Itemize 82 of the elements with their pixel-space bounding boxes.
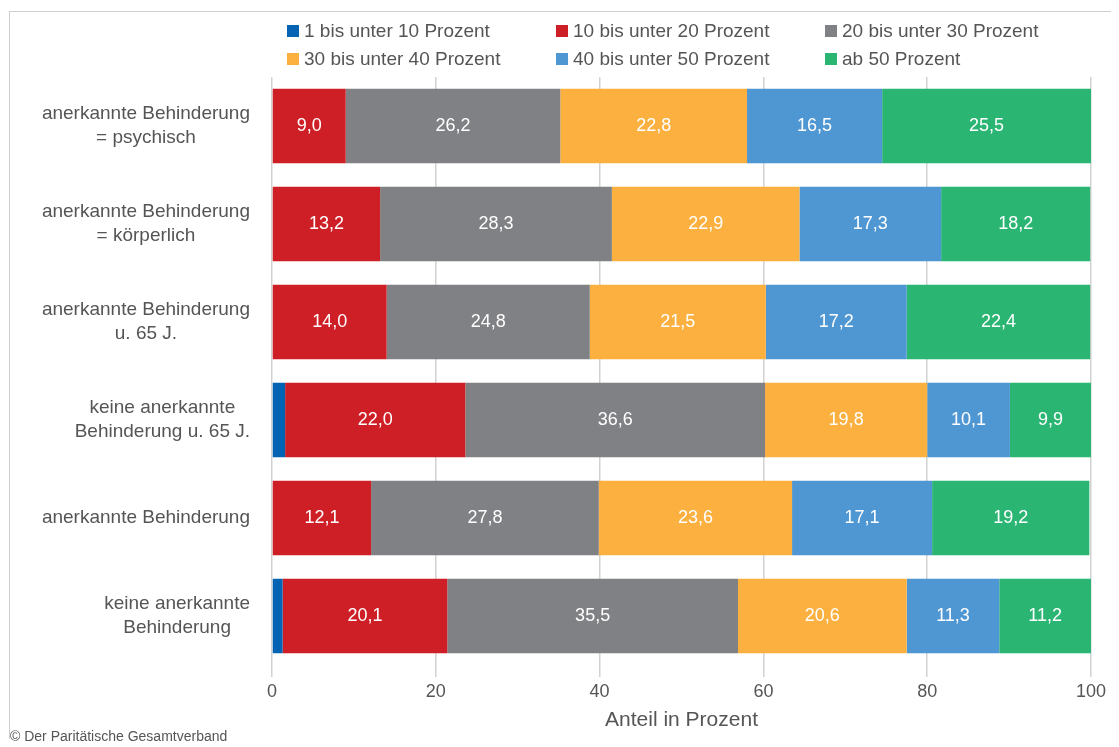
bar: [882, 88, 1091, 164]
x-tick-label: 80: [917, 680, 938, 701]
text: © Der Paritätische Gesamtverband: [10, 727, 228, 745]
bar: [932, 480, 1090, 556]
bar: [765, 284, 907, 360]
data-label: 11,2: [1028, 604, 1062, 625]
bar: [611, 186, 800, 262]
data-label: 19,2: [993, 506, 1029, 527]
data-label: 16,5: [797, 114, 833, 135]
data-label: 28,3: [478, 212, 514, 233]
legend-label: ab 50 Prozent: [842, 47, 961, 71]
bar: [927, 382, 1010, 458]
bar: [765, 382, 928, 458]
x-tick-label: 40: [589, 680, 610, 701]
data-label: 22,8: [636, 114, 672, 135]
data-label: 10,1: [951, 408, 987, 429]
bar: [272, 382, 286, 458]
y-tick-label: keine anerkannte Behinderung: [104, 592, 250, 638]
y-tick-label: anerkannte Behinderung: [41, 506, 250, 528]
data-label: 17,3: [852, 212, 888, 233]
data-label: 13,2: [308, 212, 344, 233]
data-label: 20,6: [804, 604, 840, 625]
data-label: 24,8: [470, 310, 506, 331]
bar: [906, 578, 1000, 654]
bar: [747, 88, 883, 164]
bar: [738, 578, 907, 654]
data-label: 18,2: [998, 212, 1034, 233]
data-label: 17,2: [818, 310, 854, 331]
bar: [282, 578, 448, 654]
legend-label: 1 bis unter 10 Prozent: [304, 19, 490, 43]
data-label: 19,8: [828, 408, 864, 429]
bar: [285, 382, 466, 458]
data-label: 22,4: [980, 310, 1016, 331]
x-tick-label: 60: [753, 680, 774, 701]
y-tick-label: anerkannte Behinderung u. 65 J.: [41, 298, 250, 344]
data-label: 27,8: [467, 506, 503, 527]
data-label: 35,5: [575, 604, 611, 625]
data-label: 9,9: [1037, 408, 1063, 429]
bar: [589, 284, 766, 360]
bar: [272, 186, 381, 262]
bar: [465, 382, 766, 458]
bar: [345, 88, 561, 164]
bar: [386, 284, 590, 360]
bar: [272, 480, 372, 556]
bar: [447, 578, 739, 654]
legend-label: 10 bis unter 20 Prozent: [573, 19, 770, 43]
y-tick-label: anerkannte Behinderung = psychisch: [41, 102, 250, 148]
data-label: 14,0: [312, 310, 348, 331]
bar: [560, 88, 748, 164]
data-label: 9,0: [296, 114, 322, 135]
bar: [272, 284, 387, 360]
data-label: 20,1: [347, 604, 383, 625]
legend-label: 20 bis unter 30 Prozent: [842, 19, 1039, 43]
legend-label: 30 bis unter 40 Prozent: [304, 47, 501, 71]
bar: [371, 480, 599, 556]
bar: [941, 186, 1091, 262]
x-tick-label: 100: [1075, 680, 1107, 701]
data-label: 21,5: [660, 310, 696, 331]
data-label: 23,6: [677, 506, 713, 527]
data-label: 22,0: [357, 408, 393, 429]
bar: [272, 578, 283, 654]
data-label: 12,1: [304, 506, 340, 527]
data-label: 11,3: [936, 604, 970, 625]
bar: [380, 186, 612, 262]
y-tick-label: keine anerkannte Behinderung u. 65 J.: [74, 396, 250, 442]
data-label: 36,6: [597, 408, 633, 429]
bar: [999, 578, 1091, 654]
data-label: 17,1: [844, 506, 880, 527]
bar: [598, 480, 793, 556]
x-tick-label: 0: [266, 680, 278, 701]
x-axis-title: Anteil in Prozent: [605, 707, 759, 731]
legend-label: 40 bis unter 50 Prozent: [573, 47, 770, 71]
bar: [272, 88, 346, 164]
bar: [792, 480, 933, 556]
data-label: 22,9: [688, 212, 724, 233]
bar: [799, 186, 942, 262]
y-tick-label: anerkannte Behinderung = körperlich: [41, 200, 250, 246]
bar: [1009, 382, 1091, 458]
bar: [906, 284, 1091, 360]
data-label: 25,5: [969, 114, 1005, 135]
data-label: 26,2: [435, 114, 471, 135]
x-tick-label: 20: [425, 680, 446, 701]
